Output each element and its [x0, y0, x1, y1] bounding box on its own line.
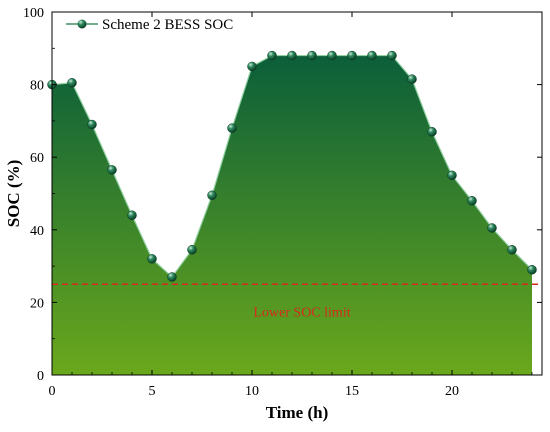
- y-axis-title: SOC (%): [4, 160, 23, 228]
- soc-area-fill: [52, 55, 532, 376]
- data-point: [67, 78, 77, 88]
- y-tick-label: 0: [37, 369, 44, 384]
- data-point: [87, 119, 97, 130]
- data-point: [407, 74, 417, 84]
- x-tick-label: 20: [445, 384, 459, 399]
- y-tick-label: 80: [30, 79, 44, 94]
- data-point: [167, 272, 177, 282]
- data-point: [307, 50, 317, 61]
- x-tick-label: 15: [345, 384, 359, 399]
- legend-label: Scheme 2 BESS SOC: [102, 17, 233, 33]
- data-point: [467, 196, 477, 206]
- data-point: [147, 254, 157, 264]
- data-point: [267, 50, 277, 61]
- reference-line-label: Lower SOC limit: [253, 305, 350, 320]
- data-point: [447, 170, 457, 181]
- data-point: [187, 245, 197, 255]
- data-point: [107, 165, 117, 175]
- x-tick-label: 10: [245, 384, 259, 399]
- x-tick-label: 0: [49, 384, 56, 399]
- data-point: [367, 50, 377, 61]
- data-point: [327, 50, 337, 61]
- series-layer: [47, 50, 542, 285]
- x-axis-title: Time (h): [266, 403, 329, 422]
- x-tick-label: 5: [149, 384, 156, 399]
- data-point: [527, 264, 537, 275]
- y-tick-label: 20: [30, 296, 44, 311]
- y-tick-label: 40: [30, 224, 44, 239]
- legend: Scheme 2 BESS SOC: [66, 17, 233, 33]
- legend-marker-icon: [77, 19, 87, 29]
- data-point: [507, 245, 517, 255]
- data-point: [287, 50, 297, 61]
- data-point: [427, 127, 437, 137]
- data-point: [127, 210, 137, 221]
- data-point: [347, 50, 357, 61]
- axes: 0 5 10 15 20 0 20 40 60 80 100: [23, 6, 542, 399]
- data-point: [227, 123, 237, 133]
- plot-area: [52, 55, 532, 376]
- data-point: [207, 190, 217, 201]
- data-point: [487, 223, 497, 233]
- data-point: [387, 50, 397, 61]
- y-tick-label: 100: [23, 6, 44, 21]
- y-tick-label: 60: [30, 151, 44, 166]
- data-point: [247, 61, 257, 72]
